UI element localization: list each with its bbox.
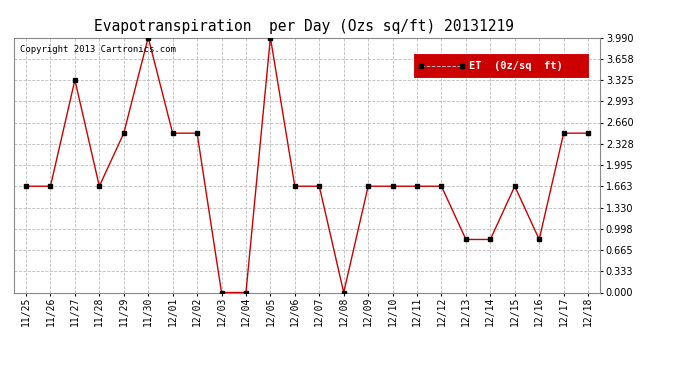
Text: Evapotranspiration  per Day (Ozs sq/ft) 20131219: Evapotranspiration per Day (Ozs sq/ft) 2…: [94, 19, 513, 34]
Text: Copyright 2013 Cartronics.com: Copyright 2013 Cartronics.com: [19, 45, 175, 54]
